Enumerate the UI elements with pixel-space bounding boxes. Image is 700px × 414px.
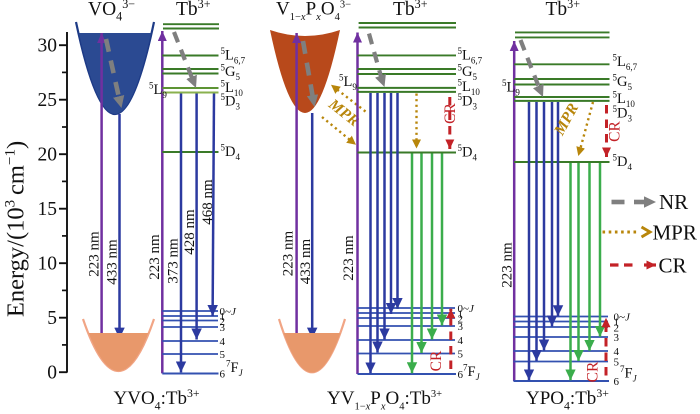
svg-text:CR: CR <box>442 103 459 124</box>
svg-text:5L9: 5L9 <box>339 73 357 93</box>
svg-text:2: 2 <box>614 323 620 335</box>
svg-text:223 nm: 223 nm <box>281 230 297 276</box>
svg-text:428 nm: 428 nm <box>182 209 198 255</box>
svg-text:V1−xPxO43−: V1−xPxO43− <box>276 0 351 23</box>
svg-text:YV1−xPxO4:Tb3+: YV1−xPxO4:Tb3+ <box>327 388 442 413</box>
svg-text:7FJ: 7FJ <box>620 364 638 384</box>
svg-text:5D3: 5D3 <box>221 92 241 112</box>
svg-text:0~J: 0~J <box>614 312 631 324</box>
svg-text:2: 2 <box>220 316 226 328</box>
svg-text:1: 1 <box>220 311 226 323</box>
svg-text:5: 5 <box>458 349 464 361</box>
svg-text:CR: CR <box>585 361 602 382</box>
svg-text:10: 10 <box>38 254 58 275</box>
svg-text:5G5: 5G5 <box>613 73 633 93</box>
svg-text:5L9: 5L9 <box>149 81 167 101</box>
svg-text:CR: CR <box>607 121 624 142</box>
svg-text:3: 3 <box>220 322 226 334</box>
svg-text:15: 15 <box>38 199 58 220</box>
svg-text:MPR: MPR <box>653 221 697 245</box>
svg-text:0~J: 0~J <box>458 303 475 315</box>
svg-text:VO43−: VO43− <box>88 0 135 24</box>
svg-text:5D4: 5D4 <box>613 153 633 173</box>
svg-text:YPO4:Tb3+: YPO4:Tb3+ <box>526 386 609 413</box>
svg-text:223 nm: 223 nm <box>500 242 516 288</box>
svg-text:3: 3 <box>614 332 620 344</box>
svg-text:5L6,7: 5L6,7 <box>613 53 638 73</box>
svg-text:223 nm: 223 nm <box>341 235 357 281</box>
svg-text:468 nm: 468 nm <box>200 179 216 225</box>
svg-text:6: 6 <box>614 376 620 388</box>
svg-text:CR: CR <box>659 254 687 278</box>
svg-text:7FJ: 7FJ <box>463 363 481 383</box>
svg-text:Tb3+: Tb3+ <box>393 0 428 20</box>
svg-text:5D4: 5D4 <box>221 143 241 163</box>
svg-text:MPR: MPR <box>551 101 583 139</box>
svg-text:Tb3+: Tb3+ <box>176 0 211 20</box>
svg-text:433 nm: 433 nm <box>298 238 314 284</box>
svg-text:223 nm: 223 nm <box>147 234 163 280</box>
svg-text:5L9: 5L9 <box>502 78 520 98</box>
svg-text:Energy/(103 cm−1): Energy/(103 cm−1) <box>3 141 30 317</box>
svg-text:3: 3 <box>458 321 464 333</box>
svg-text:6: 6 <box>220 369 226 381</box>
svg-text:5L10: 5L10 <box>613 90 636 110</box>
svg-text:CR: CR <box>428 350 445 371</box>
svg-text:4: 4 <box>458 335 464 347</box>
svg-text:4: 4 <box>614 346 620 358</box>
svg-text:0~J: 0~J <box>220 306 237 318</box>
svg-text:5: 5 <box>47 308 57 329</box>
svg-text:20: 20 <box>38 145 58 166</box>
svg-text:5D3: 5D3 <box>613 104 633 124</box>
svg-text:6: 6 <box>458 369 464 381</box>
svg-text:5D3: 5D3 <box>458 92 478 112</box>
svg-text:5L6,7: 5L6,7 <box>221 46 246 66</box>
svg-text:5G5: 5G5 <box>458 63 478 83</box>
svg-text:5: 5 <box>220 349 226 361</box>
svg-text:1: 1 <box>614 317 620 329</box>
svg-text:1: 1 <box>458 309 464 321</box>
svg-text:4: 4 <box>220 336 226 348</box>
svg-text:25: 25 <box>38 90 58 111</box>
svg-text:5D4: 5D4 <box>458 143 478 163</box>
svg-text:7FJ: 7FJ <box>226 359 244 379</box>
svg-text:433 nm: 433 nm <box>105 239 121 285</box>
svg-text:YVO4:Tb3+: YVO4:Tb3+ <box>114 386 200 413</box>
svg-text:5L10: 5L10 <box>458 78 481 98</box>
svg-text:Tb3+: Tb3+ <box>546 0 581 20</box>
svg-text:0: 0 <box>47 363 57 384</box>
svg-text:5L6,7: 5L6,7 <box>458 46 483 66</box>
svg-text:30: 30 <box>38 36 58 57</box>
svg-text:2: 2 <box>458 314 464 326</box>
svg-text:5L10: 5L10 <box>221 79 244 99</box>
svg-text:NR: NR <box>659 190 688 214</box>
svg-text:5G5: 5G5 <box>221 63 241 83</box>
svg-text:223 nm: 223 nm <box>87 231 103 277</box>
svg-text:5: 5 <box>614 357 620 369</box>
svg-text:373 nm: 373 nm <box>166 238 182 284</box>
